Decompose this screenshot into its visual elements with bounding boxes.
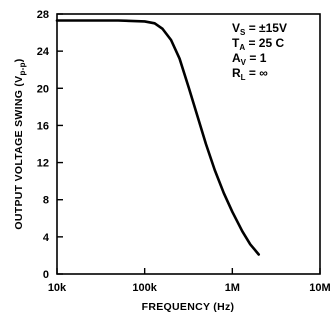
y-tick-label-7: 28 <box>37 9 49 21</box>
y-tick-label-0: 0 <box>43 269 49 281</box>
annotation-line-3: RL = ∞ <box>232 66 268 82</box>
x-tick-label-2: 1M <box>225 282 240 294</box>
annotation-line-1: TA = 25 C <box>232 36 284 52</box>
y-axis-title-subscript: p-p <box>18 62 27 75</box>
x-tick-label-3: 10M <box>309 282 330 294</box>
y-tick-label-2: 8 <box>43 195 49 207</box>
annotation-line-2: AV = 1 <box>232 51 267 67</box>
y-tick-label-1: 4 <box>43 232 50 244</box>
annotation-line-0: VS = ±15V <box>232 21 287 37</box>
y-axis-title-main: OUTPUT VOLTAGE SWING (V <box>13 76 25 230</box>
y-axis-title: OUTPUT VOLTAGE SWING (Vp-p) <box>13 58 27 229</box>
y-tick-label-3: 12 <box>37 158 49 170</box>
x-tick-label-1: 100k <box>132 282 157 294</box>
series-line <box>55 19 261 256</box>
y-axis-title-close: ) <box>13 58 25 62</box>
x-axis-ticks: 10k 100k 1M 10M <box>48 268 331 294</box>
y-tick-label-5: 20 <box>37 83 49 95</box>
x-tick-label-0: 10k <box>48 282 67 294</box>
y-axis-ticks: 0 4 8 12 16 20 24 28 <box>37 9 63 281</box>
x-axis-title: FREQUENCY (Hz) <box>142 301 235 313</box>
y-tick-label-6: 24 <box>37 46 50 58</box>
y-tick-label-4: 16 <box>37 120 49 132</box>
plot-frame <box>56 13 321 275</box>
